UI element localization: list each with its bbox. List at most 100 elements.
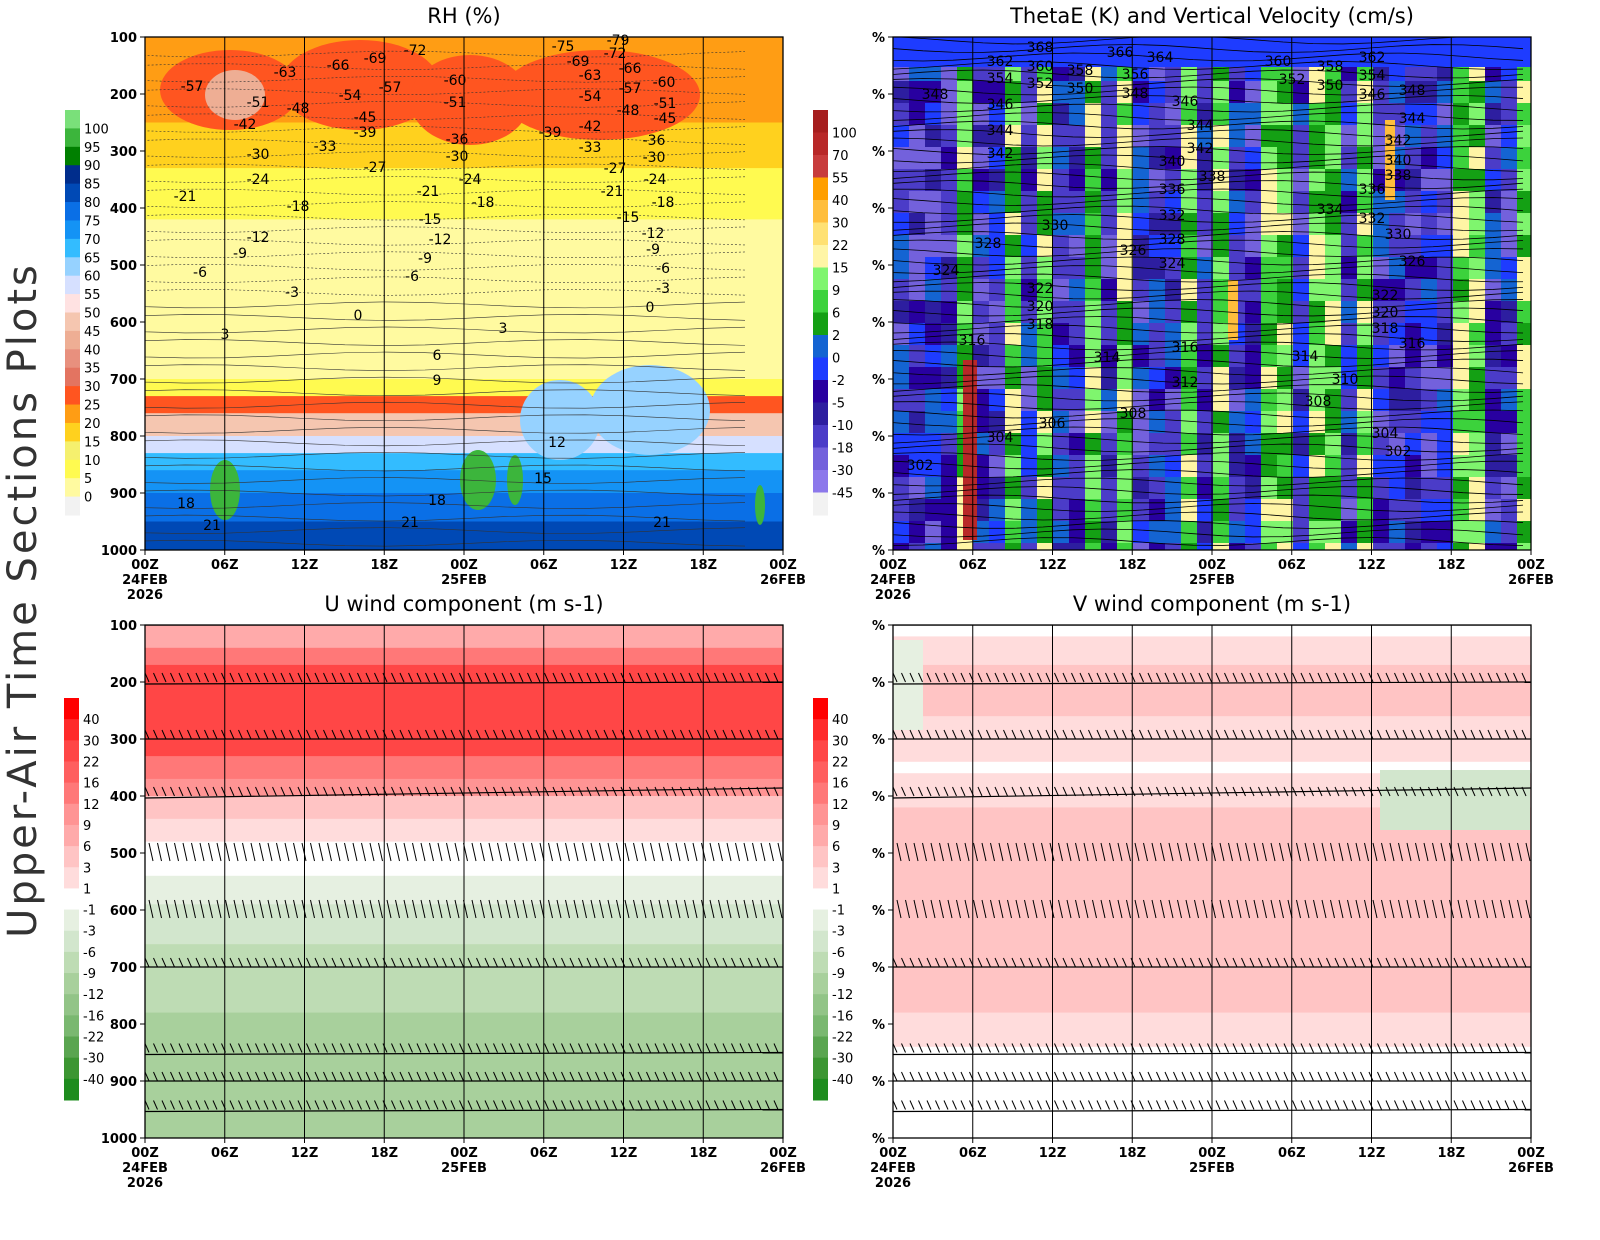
y-tick-label: 200 (110, 88, 137, 103)
x-tick-label: 00Z (1517, 558, 1545, 573)
vv-cell (973, 367, 990, 390)
wind-barb (1185, 625, 1186, 626)
vv-cell (1245, 499, 1262, 522)
wind-barb (1224, 786, 1229, 797)
wind-barb (582, 842, 587, 862)
vv-cell (1069, 257, 1086, 280)
wind-barb (1377, 672, 1382, 683)
wind-barb (170, 1071, 175, 1082)
wind-barb (1317, 729, 1323, 740)
vv-cell (1405, 257, 1422, 280)
wind-barb (935, 1071, 940, 1082)
colorbar-swatch (813, 1015, 828, 1038)
vv-cell (1037, 455, 1054, 478)
vv-cell (1005, 455, 1022, 478)
wind-barb (1496, 786, 1501, 797)
wind-barb (348, 1071, 354, 1082)
wind-barb (586, 729, 592, 740)
wind-barb (595, 1071, 600, 1082)
wind-barb (476, 1071, 481, 1082)
vv-cell (1309, 103, 1326, 126)
wind-barb (1215, 672, 1221, 683)
wind-barb (272, 786, 277, 797)
wind-barb (1092, 842, 1097, 862)
wind-barb (272, 957, 277, 968)
x-tick-date: 25FEB (1189, 573, 1235, 588)
vv-cell (1405, 521, 1422, 544)
wind-barb (187, 957, 192, 968)
wind-barb (459, 1043, 464, 1053)
wind-barb (476, 672, 481, 683)
vv-cell (1213, 345, 1230, 368)
wind-barb (1377, 957, 1382, 968)
wind-barb (1202, 899, 1208, 919)
vv-cell (925, 235, 942, 258)
wind-barb (365, 672, 371, 683)
wind-barb (769, 899, 774, 919)
wind-barb (1300, 1100, 1306, 1110)
wind-barb (1168, 842, 1174, 862)
vv-cell (1053, 191, 1070, 214)
wind-barb (700, 625, 702, 626)
contour-label: 332 (1159, 208, 1186, 224)
vv-cell (973, 543, 990, 550)
vv-cell (1005, 543, 1022, 550)
vv-cell (1517, 257, 1531, 280)
wind-barb (467, 1043, 473, 1053)
wind-barb (1517, 842, 1522, 862)
wind-barb (530, 625, 532, 626)
wind-barb (1343, 1100, 1348, 1110)
vv-cell (1085, 323, 1102, 346)
colorbar-swatch (65, 202, 80, 221)
vv-cell (1277, 367, 1294, 390)
vv-cell (989, 257, 1006, 280)
wind-barb (382, 957, 388, 968)
wind-barb (199, 899, 205, 919)
vv-cell (1341, 455, 1358, 478)
vv-cell (1293, 499, 1310, 522)
colorbar-label: 80 (84, 196, 101, 211)
contour-label: -54 (339, 88, 362, 104)
vv-cell (1357, 499, 1374, 522)
vv-cell (1037, 103, 1054, 126)
colorbar-label: 60 (84, 270, 101, 285)
vv-cell (1357, 279, 1374, 302)
wind-barb (1088, 729, 1093, 740)
vv-cell (1373, 81, 1390, 104)
wind-barb (1453, 729, 1459, 740)
vv-cell (925, 279, 942, 302)
vv-cell (1517, 389, 1531, 412)
vv-cell (1117, 521, 1134, 544)
colorbar-label: 100 (84, 122, 109, 137)
y-tick-label: 800 (110, 430, 137, 445)
colorbar-swatch (65, 422, 80, 442)
wind-barb (518, 1071, 524, 1082)
wind-barb (1198, 1043, 1204, 1053)
wind-barb (459, 957, 464, 968)
wind-barb (246, 957, 252, 968)
wind-barb (688, 786, 694, 797)
wind-barb (374, 786, 379, 797)
contour-label: 320 (1372, 305, 1399, 321)
colorbar-label: 70 (84, 233, 101, 248)
wind-barb (1088, 1071, 1093, 1082)
vv-cell (1197, 477, 1214, 500)
wind-barb (739, 672, 745, 683)
vv-cell (941, 411, 958, 434)
wind-barb (357, 729, 362, 740)
wind-barb (547, 625, 549, 626)
wind-barb (926, 672, 932, 683)
contour-label: 316 (1399, 336, 1426, 352)
vv-cell (1405, 411, 1422, 434)
vv-cell (1501, 499, 1518, 522)
wind-barb (1347, 899, 1352, 919)
wind-barb (739, 729, 745, 740)
vv-cell (1389, 477, 1406, 500)
wind-barb (272, 1043, 277, 1053)
wind-barb (1334, 1071, 1340, 1082)
wind-barb (1015, 625, 1016, 626)
wind-barb (663, 957, 668, 968)
vv-cell (1037, 125, 1054, 148)
wind-barb (437, 842, 443, 862)
wind-barb (1343, 672, 1348, 683)
